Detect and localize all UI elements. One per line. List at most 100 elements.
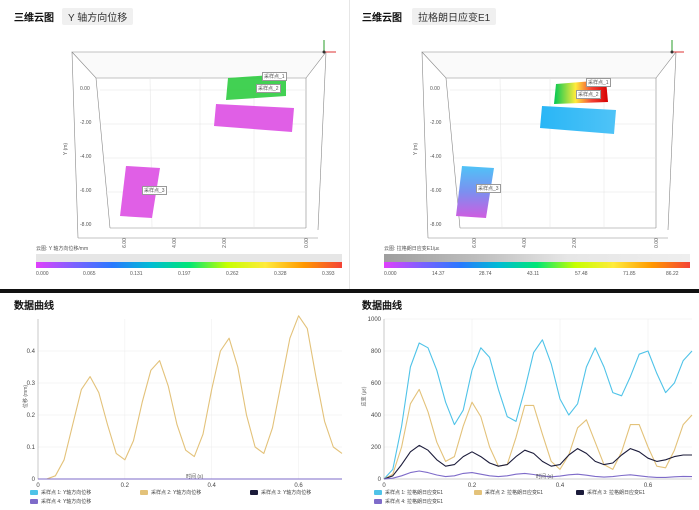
legend-label: 采样点 4: Y轴方向位移 [41, 499, 92, 505]
y-tick-label: 0.3 [27, 381, 36, 387]
sensor-patch-3 [456, 166, 494, 218]
x-tick: 4.00 [521, 238, 528, 248]
colorbar-histogram [384, 254, 690, 262]
panel-title: 三维云图 [362, 13, 402, 24]
x-axis-label: 时间 (s) [536, 474, 554, 480]
sensor-patch-2 [540, 106, 616, 134]
sensor-label-1: 采样点_1 [262, 72, 287, 81]
legend-item[interactable]: 采样点 1: 拉格朗日应变E1 [374, 489, 443, 496]
x-tick-label: 0.4 [208, 483, 217, 489]
y-tick: 0.00 [430, 86, 440, 92]
y-tick-label: 0 [32, 477, 36, 483]
y-tick-label: 1000 [368, 317, 382, 323]
colorbar-tick: 0.197 [178, 271, 191, 277]
colorbar-tick: 0.328 [274, 271, 287, 277]
sensor-patch-2 [214, 104, 294, 132]
sensor-patch-3 [120, 166, 160, 218]
series-line-1 [383, 339, 693, 480]
y-axis-label: 位移 (mm) [23, 384, 30, 409]
3d-view[interactable] [350, 0, 699, 289]
colorbar-title: 云图: 拉格朗日应变E1/με [384, 246, 440, 252]
legend-swatch [30, 490, 38, 495]
series-line-3 [383, 444, 692, 480]
displacement-cloud-panel: 三维云图 Y 轴方向位移 采样点_ [0, 0, 349, 289]
legend-item[interactable]: 采样点 1: Y轴方向位移 [30, 489, 91, 496]
x-tick: 0.00 [653, 238, 660, 248]
colorbar-histogram [36, 254, 342, 262]
section-divider [0, 289, 699, 293]
sensor-label-3: 采样点_3 [476, 184, 501, 193]
legend-swatch [576, 490, 584, 495]
legend-item[interactable]: 采样点 3: Y轴方向位移 [250, 489, 311, 496]
legend-label: 采样点 2: 拉格朗日应变E1 [485, 490, 544, 496]
x-tick: 2.00 [571, 238, 578, 248]
panel-title: 数据曲线 [14, 301, 54, 312]
panel-title: 数据曲线 [362, 301, 402, 312]
legend-item[interactable]: 采样点 2: 拉格朗日应变E1 [474, 489, 543, 496]
sensor-label-3: 采样点_3 [142, 186, 167, 195]
x-tick: 6.00 [471, 238, 478, 248]
x-tick-label: 0.6 [644, 483, 653, 489]
panel-subtitle: Y 轴方向位移 [62, 8, 134, 25]
colorbar-tick: 0.000 [36, 271, 49, 277]
legend-swatch [140, 490, 148, 495]
legend-item[interactable]: 采样点 3: 拉格朗日应变E1 [576, 489, 645, 496]
strain-cloud-panel: 三维云图 拉格朗日应变E1 [350, 0, 699, 289]
x-tick: 0.00 [303, 238, 310, 248]
legend-label: 采样点 3: 拉格朗日应变E1 [587, 490, 646, 496]
panel-subtitle: 拉格朗日应变E1 [412, 8, 497, 25]
legend-swatch [474, 490, 482, 495]
colorbar-tick: 43.11 [527, 271, 540, 277]
3d-view[interactable] [0, 0, 349, 289]
legend-swatch [374, 499, 382, 504]
sensor-label-2: 采样点_2 [576, 90, 601, 99]
y-tick-label: 600 [371, 381, 382, 387]
legend-item[interactable]: 采样点 4: Y轴方向位移 [30, 498, 91, 505]
colorbar-tick: 0.262 [226, 271, 239, 277]
y-tick-label: 0.4 [27, 349, 36, 355]
y-tick: -6.00 [430, 188, 442, 194]
y-tick: -2.00 [80, 120, 92, 126]
x-tick-label: 0 [36, 483, 40, 489]
colorbar-tick: 0.131 [130, 271, 143, 277]
x-tick-label: 0.2 [121, 483, 130, 489]
y-tick-label: 0.1 [27, 445, 36, 451]
strain-chart[interactable]: 0 200 400 600 800 1000 0 0.2 0.4 0.6 [350, 311, 699, 501]
y-tick: -8.00 [430, 222, 442, 228]
y-tick: 0.00 [80, 86, 90, 92]
legend-label: 采样点 1: Y轴方向位移 [41, 490, 92, 496]
legend-item[interactable]: 采样点 4: 拉格朗日应变E1 [374, 498, 443, 505]
axis-line [37, 319, 342, 480]
colorbar-tick: 71.85 [623, 271, 636, 277]
axis-label: Y (m) [413, 142, 420, 156]
legend-label: 采样点 2: Y轴方向位移 [151, 490, 202, 496]
y-tick-label: 200 [371, 445, 382, 451]
series-line-4 [383, 470, 693, 480]
axis-line [383, 319, 692, 480]
y-tick: -2.00 [430, 120, 442, 126]
y-tick-label: 0 [378, 477, 382, 483]
y-axis-label: 应变 (με) [361, 386, 368, 407]
displacement-chart[interactable]: 0 0.1 0.2 0.3 0.4 0 0.2 0.4 0.6 [0, 311, 349, 501]
series-line-2 [38, 315, 343, 480]
displacement-curve-panel: 数据曲线 0 0.1 0.2 0.3 0.4 0 0.2 0.4 0.6 位移 (mm) 时间 … [0, 293, 349, 510]
x-tick: 4.00 [171, 238, 178, 248]
strain-curve-panel: 数据曲线 0 200 400 600 800 1000 0 0.2 0.4 0.6 应变 (με)… [350, 293, 699, 510]
x-tick-label: 0 [382, 483, 386, 489]
y-tick-label: 0.2 [27, 413, 36, 419]
legend-swatch [374, 490, 382, 495]
legend-item[interactable]: 采样点 2: Y轴方向位移 [140, 489, 201, 496]
colorbar-title: 云图: Y 轴方向位移/mm [36, 246, 89, 252]
x-tick: 2.00 [221, 238, 228, 248]
colorbar-tick: 0.000 [384, 271, 397, 277]
colorbar-tick: 86.22 [666, 271, 679, 277]
x-tick-label: 0.2 [468, 483, 477, 489]
colorbar [36, 262, 342, 268]
x-tick-label: 0.6 [294, 483, 303, 489]
panel-title: 三维云图 [14, 13, 54, 24]
y-tick: -4.00 [430, 154, 442, 160]
sensor-label-2: 采样点_2 [256, 84, 281, 93]
colorbar-tick: 0.065 [83, 271, 96, 277]
x-axis-label: 时间 (s) [186, 474, 204, 480]
y-tick: -4.00 [80, 154, 92, 160]
